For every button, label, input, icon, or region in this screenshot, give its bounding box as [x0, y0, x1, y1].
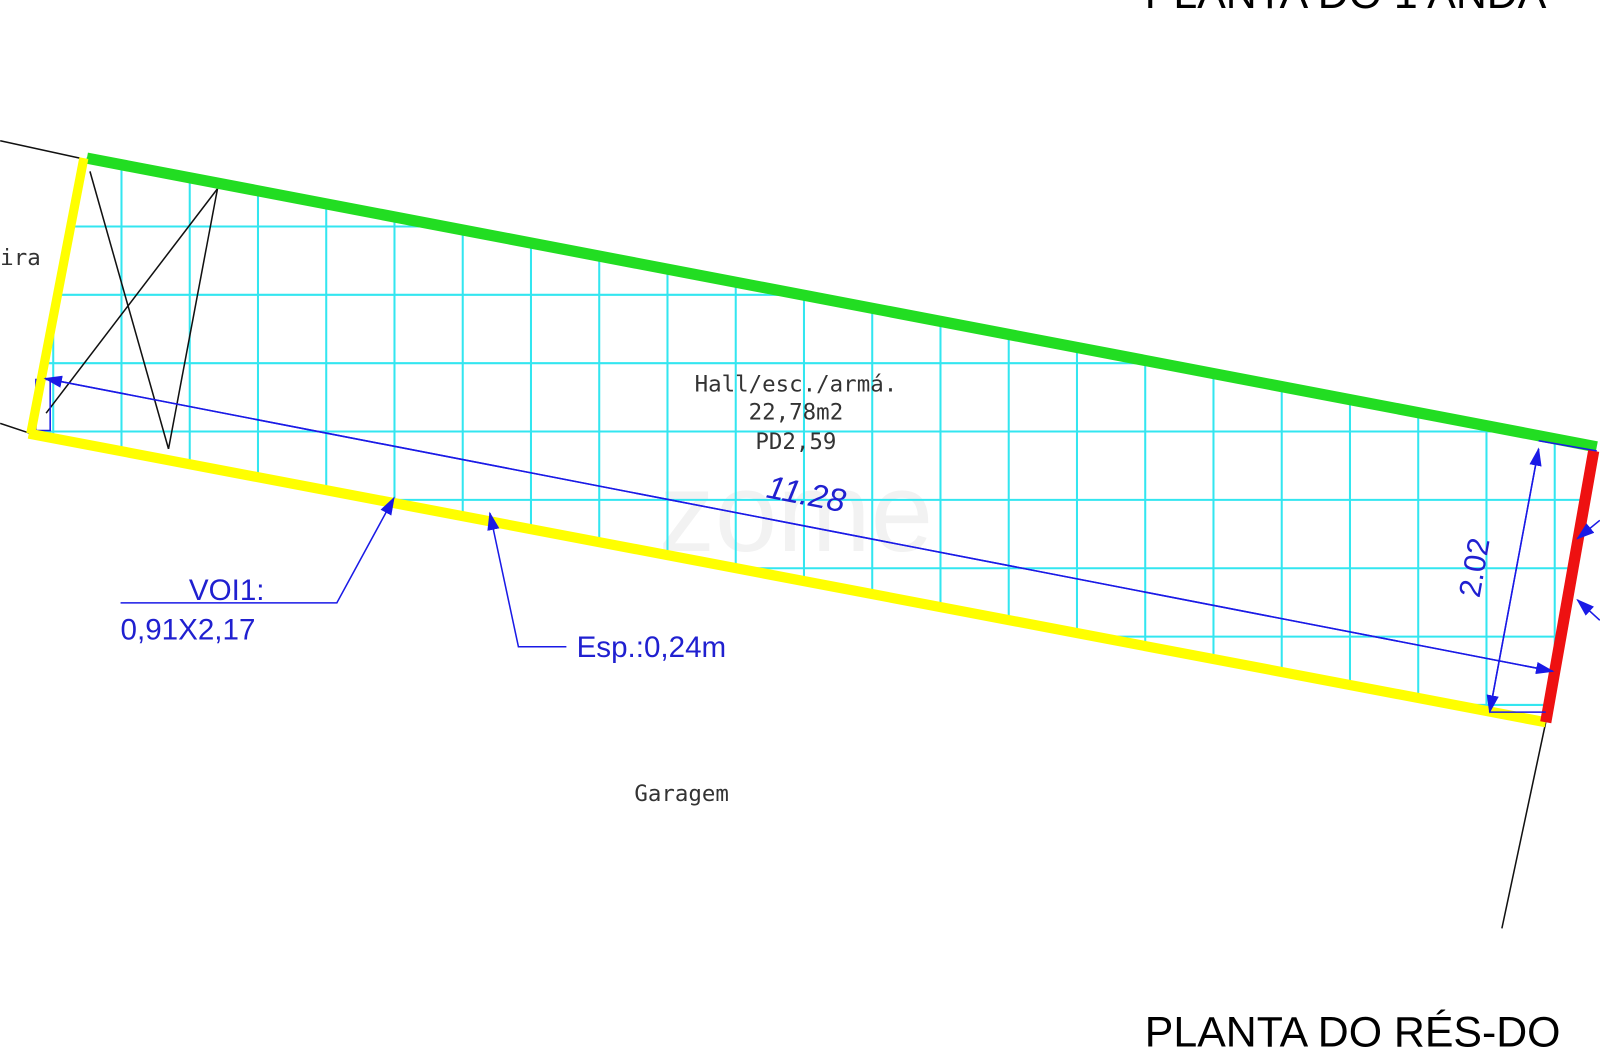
dimension-lines	[43, 375, 1600, 714]
title-top: PLANTA DO 1 ANDA	[1145, 0, 1547, 18]
title-bottom: PLANTA DO RÉS-DO	[1145, 1009, 1561, 1057]
room-area: 22,78m2	[749, 399, 844, 425]
wall-thickness: Esp.:0,24m	[577, 631, 727, 664]
dimension-width: 2.02	[1453, 535, 1497, 600]
wall-right	[1540, 449, 1600, 724]
watermark: zome	[659, 449, 933, 575]
room-label: Garagem	[634, 781, 729, 807]
void-size: 0,91X2,17	[121, 614, 256, 647]
room-name: Hall/esc./armá.	[695, 372, 898, 398]
wall-bottom	[27, 428, 1547, 728]
wall-left	[26, 157, 89, 435]
room-label: ira	[0, 245, 41, 271]
void-label: VOI1:	[189, 574, 265, 607]
room-height: PD2,59	[755, 429, 836, 455]
wall-top	[85, 152, 1598, 453]
